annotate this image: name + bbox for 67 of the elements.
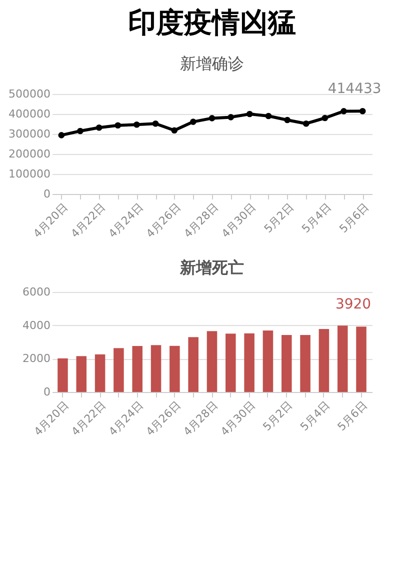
annotation: 414433	[328, 81, 382, 98]
point	[58, 132, 65, 138]
point	[114, 122, 122, 129]
y-tick-label: 2000	[22, 352, 50, 366]
bar	[58, 358, 68, 392]
bar	[188, 337, 198, 392]
x-tick-label: 5月6日	[335, 398, 370, 434]
y-tick-label: 0	[44, 386, 50, 398]
y-tick-label: 6000	[22, 286, 50, 298]
point	[284, 116, 290, 124]
x-tick-label: 4月30日	[219, 200, 259, 240]
point	[171, 127, 178, 134]
bar	[170, 346, 180, 392]
point	[340, 108, 347, 114]
point	[228, 114, 234, 120]
bar	[132, 346, 142, 392]
point	[152, 120, 159, 127]
x-tick-label: 4月24日	[106, 398, 146, 438]
point	[246, 110, 253, 118]
bar	[244, 333, 254, 392]
bar	[206, 331, 218, 392]
y-tick-label: 300000	[8, 128, 50, 140]
x-tick-label: 4月26日	[144, 200, 184, 240]
bar	[318, 329, 330, 392]
bar	[300, 335, 310, 392]
point	[134, 121, 140, 128]
x-tick-label: 5月2日	[262, 200, 296, 236]
chart-subtitle: 新增确诊	[180, 54, 244, 74]
point	[77, 128, 84, 134]
x-tick-label: 5月4日	[299, 200, 334, 236]
bar	[150, 345, 162, 392]
bar	[94, 354, 106, 392]
point	[359, 108, 366, 114]
x-tick-label: 4月28日	[180, 398, 220, 438]
annotation: 3920	[335, 296, 372, 313]
x-tick-label: 4月22日	[68, 398, 109, 438]
point	[190, 118, 196, 125]
y-tick-label: 100000	[8, 168, 50, 180]
x-tick-label: 5月6日	[336, 200, 372, 236]
x-tick-label: 4月30日	[218, 398, 258, 438]
x-tick-label: 4月20日	[30, 200, 70, 240]
y-tick-label: 400000	[8, 108, 50, 120]
point	[96, 124, 102, 131]
point	[302, 120, 310, 127]
point	[265, 112, 272, 120]
chart-title: 新增死亡	[179, 258, 244, 277]
bar	[356, 326, 366, 392]
y-tick-label: 500000	[8, 88, 50, 100]
bar	[226, 334, 236, 392]
x-tick-label: 4月28日	[181, 200, 221, 240]
x-tick-label: 4月22日	[68, 200, 108, 240]
chart-title: 印度疫情凶猛	[128, 6, 296, 40]
point	[208, 115, 216, 122]
x-tick-label: 5月2日	[260, 398, 296, 434]
bar	[76, 356, 87, 392]
x-tick-label: 4月20日	[32, 398, 72, 438]
y-tick-label: 4000	[22, 318, 50, 332]
x-tick-label: 5月4日	[298, 398, 332, 434]
y-tick-label: 0	[44, 188, 50, 200]
bar	[282, 335, 292, 392]
y-tick-label: 200000	[8, 148, 50, 160]
bar	[262, 330, 274, 392]
point	[322, 114, 328, 122]
x-tick-label: 4月26日	[144, 398, 184, 438]
x-tick-label: 4月24日	[106, 200, 146, 240]
bar	[337, 326, 348, 392]
bar	[114, 348, 124, 392]
